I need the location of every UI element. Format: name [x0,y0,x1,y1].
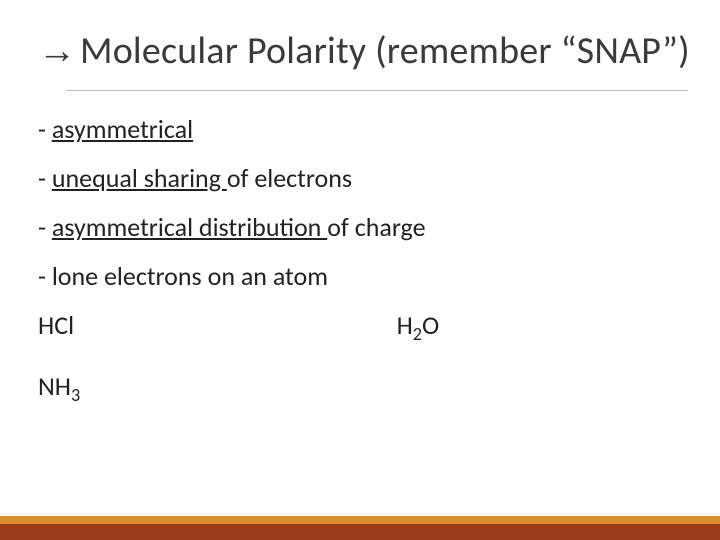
formula-tail: O [422,309,439,341]
bullet-underlined: asymmetrical [52,113,193,145]
bullet-prefix: - [38,162,52,194]
formula-sub: 3 [71,385,80,407]
formula-row: HCl H2O [38,308,690,343]
formula-base: NH [38,370,71,402]
title-text: Molecular Polarity (remember “SNAP”) [80,28,690,74]
bullet-prefix: - [38,113,52,145]
formula-base: HCl [38,309,74,341]
bullet-suffix: of charge [327,211,425,243]
formula-h2o: H2O [397,308,690,343]
formula-hcl: HCl [38,308,397,343]
formula-nh3: NH3 [38,369,690,404]
bullet-underlined: unequal sharing [52,162,227,194]
title-divider [66,90,688,91]
slide-body: - asymmetrical - unequal sharing of elec… [38,112,690,419]
bullet-prefix: - [38,260,52,292]
formula-row: NH3 [38,369,690,404]
bullet-line: - unequal sharing of electrons [38,161,690,196]
bullet-line: - asymmetrical distribution of charge [38,210,690,245]
formula-sub: 2 [413,324,422,346]
bullet-suffix: of electrons [227,162,352,194]
formula-base: H [397,309,413,341]
bullet-suffix: lone electrons on an atom [52,260,328,292]
arrow-icon: → [38,30,76,73]
slide: → Molecular Polarity (remember “SNAP”) -… [0,0,720,540]
bullet-prefix: - [38,211,52,243]
footer-band-inner [0,524,720,540]
slide-title: → Molecular Polarity (remember “SNAP”) [38,28,690,74]
bullet-underlined: asymmetrical distribution [52,211,327,243]
bullet-line: - asymmetrical [38,112,690,147]
bullet-line: - lone electrons on an atom [38,259,690,294]
